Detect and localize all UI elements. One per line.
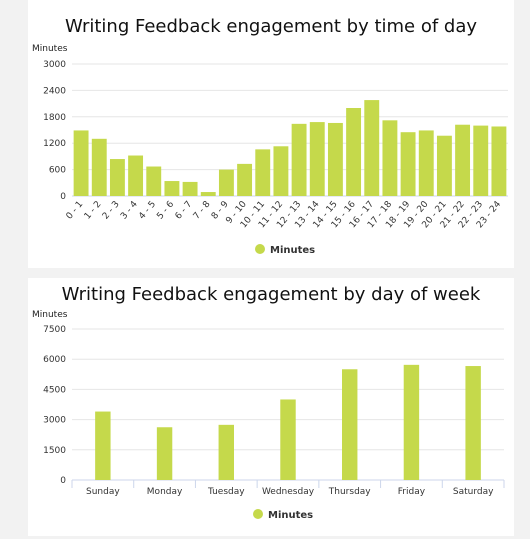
x-tick-label: 6 - 7: [174, 200, 195, 222]
legend-marker[interactable]: [255, 244, 265, 254]
y-tick-label: 3000: [43, 60, 66, 70]
bar[interactable]: [237, 163, 253, 196]
bar[interactable]: [400, 132, 416, 196]
bar[interactable]: [403, 364, 420, 480]
bar[interactable]: [146, 166, 162, 196]
bar[interactable]: [418, 130, 434, 196]
legend-label[interactable]: Minutes: [268, 510, 313, 521]
bar[interactable]: [200, 192, 216, 196]
y-tick-label: 600: [49, 166, 66, 176]
time-of-day-chart: Minutes 0 600 1200 1800 2400 3000 0 - 11 - 22 -…: [32, 44, 508, 256]
bar[interactable]: [95, 411, 111, 480]
x-tick-label: 1 - 2: [83, 200, 104, 222]
y-tick-label: 4500: [43, 385, 66, 395]
legend-label[interactable]: Minutes: [270, 245, 315, 256]
bar[interactable]: [255, 149, 271, 196]
bar[interactable]: [327, 122, 343, 196]
day-of-week-chart: Minutes 0 1500 3000 4500 6000 7500 Sunday Monday…: [32, 310, 505, 521]
bar[interactable]: [128, 155, 144, 196]
legend-marker[interactable]: [253, 509, 263, 519]
bar[interactable]: [164, 181, 180, 196]
x-tick-label: 2 - 3: [101, 200, 122, 222]
time-of-day-chart-panel: Writing Feedback engagement by time of d…: [28, 0, 514, 268]
x-tick-label: 3 - 4: [119, 199, 140, 221]
y-tick-label: 1200: [43, 139, 66, 149]
bar[interactable]: [156, 427, 173, 480]
bar[interactable]: [218, 424, 234, 480]
bar[interactable]: [346, 108, 362, 196]
x-tick-label: Tuesday: [207, 487, 245, 497]
bar[interactable]: [364, 100, 380, 196]
x-tick-label: Thursday: [328, 487, 372, 497]
day-of-week-chart-panel: Writing Feedback engagement by day of we…: [28, 278, 514, 536]
y-tick-label: 1800: [43, 113, 66, 123]
bar[interactable]: [309, 122, 325, 196]
bar[interactable]: [473, 125, 489, 196]
bar[interactable]: [382, 120, 398, 196]
y-axis-label: Minutes: [32, 44, 68, 54]
y-tick-label: 0: [60, 192, 66, 202]
bar[interactable]: [455, 124, 471, 196]
bar[interactable]: [465, 366, 481, 480]
bar[interactable]: [218, 169, 234, 196]
y-tick-label: 0: [60, 476, 66, 486]
x-tick-label: Saturday: [453, 487, 494, 497]
bar[interactable]: [291, 123, 307, 196]
chart-title: Writing Feedback engagement by day of we…: [61, 284, 481, 305]
x-tick-label: 7 - 8: [192, 199, 213, 221]
x-tick-label: 4 - 5: [137, 200, 158, 222]
x-tick-label: Friday: [398, 487, 426, 497]
y-axis-label: Minutes: [32, 310, 68, 320]
x-tick-label: 0 - 1: [65, 200, 86, 222]
bar[interactable]: [73, 130, 89, 196]
y-tick-label: 7500: [43, 325, 66, 335]
bar[interactable]: [91, 138, 107, 196]
bar[interactable]: [280, 399, 296, 480]
y-tick-label: 3000: [43, 416, 66, 426]
x-tick-label: Sunday: [86, 487, 120, 497]
y-tick-label: 2400: [43, 86, 66, 96]
x-tick-label: Monday: [147, 487, 183, 497]
bar[interactable]: [342, 369, 358, 480]
chart-title: Writing Feedback engagement by time of d…: [64, 16, 478, 37]
y-tick-label: 1500: [43, 446, 66, 456]
bar[interactable]: [109, 159, 125, 196]
bar[interactable]: [491, 126, 507, 196]
x-tick-label: Wednesday: [262, 487, 315, 497]
bar[interactable]: [273, 146, 289, 196]
x-tick-label: 5 - 6: [155, 199, 176, 221]
bar[interactable]: [182, 181, 198, 196]
y-tick-label: 6000: [43, 355, 66, 365]
bar[interactable]: [436, 135, 452, 196]
